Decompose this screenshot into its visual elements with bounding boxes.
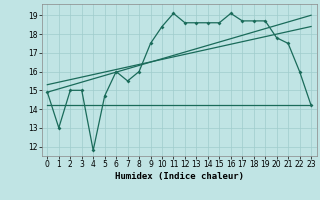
X-axis label: Humidex (Indice chaleur): Humidex (Indice chaleur) bbox=[115, 172, 244, 181]
